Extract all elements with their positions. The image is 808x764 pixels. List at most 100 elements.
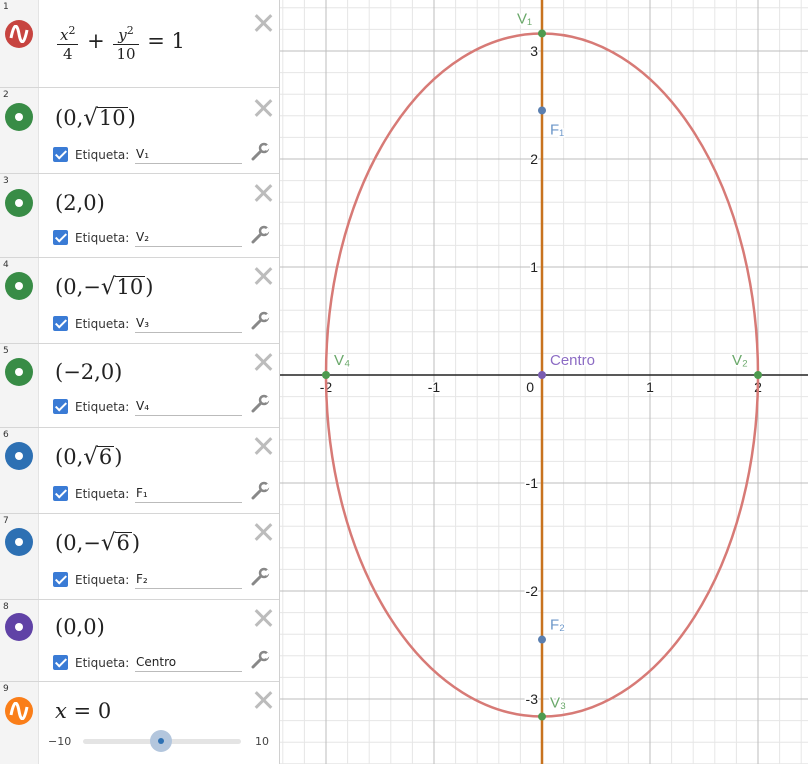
label-checkbox[interactable] [53, 655, 68, 670]
label-checkbox[interactable] [53, 147, 68, 162]
expression-row[interactable]: 4 (0,−√10) Etiqueta: V₃ [0, 258, 279, 344]
wrench-icon[interactable] [250, 311, 270, 331]
delete-icon[interactable] [253, 436, 273, 456]
label-checkbox[interactable] [53, 486, 68, 501]
point-label-centro: Centro [550, 352, 595, 369]
point-expression[interactable]: (0,−√6) [55, 530, 141, 556]
focus-point[interactable] [538, 106, 546, 115]
y-tick-label: -1 [526, 475, 539, 491]
delete-icon[interactable] [253, 183, 273, 203]
delete-icon[interactable] [253, 266, 273, 286]
row-gutter: 7 [0, 514, 39, 599]
grid-minor [280, 0, 808, 764]
row-gutter: 5 [0, 344, 39, 427]
label-input[interactable]: V₁ [135, 146, 242, 164]
delete-icon[interactable] [253, 522, 273, 542]
row-number: 3 [3, 176, 9, 186]
x-tick-label: 1 [646, 379, 654, 395]
expression-row[interactable]: 1 x2 4 + y2 10 = 1 [0, 0, 279, 88]
label-checkbox[interactable] [53, 316, 68, 331]
point-expression[interactable]: (2,0) [55, 191, 105, 215]
row-gutter: 6 [0, 428, 39, 513]
point-expression[interactable]: (0,√10) [55, 105, 136, 131]
label-caption: Etiqueta: [75, 317, 130, 331]
vertex-point[interactable] [538, 712, 546, 721]
point-label-f2: F₂ [550, 617, 565, 634]
point-label-v3: V₃ [550, 695, 566, 712]
wrench-icon[interactable] [250, 650, 270, 670]
row-gutter: 2 [0, 88, 39, 173]
point-color-icon[interactable] [5, 613, 33, 641]
expression-row[interactable]: 3 (2,0) Etiqueta: V₂ [0, 174, 279, 258]
function-color-icon[interactable] [5, 697, 33, 725]
label-input[interactable]: V₄ [135, 398, 242, 416]
center-point[interactable] [538, 371, 546, 379]
label-checkbox[interactable] [53, 399, 68, 414]
y-tick-label: -3 [526, 691, 539, 707]
label-input[interactable]: V₂ [135, 229, 242, 247]
label-input[interactable]: V₃ [135, 315, 242, 333]
wrench-icon[interactable] [250, 142, 270, 162]
slider-handle[interactable] [150, 730, 172, 752]
label-checkbox[interactable] [53, 230, 68, 245]
vertex-point[interactable] [322, 371, 330, 379]
row-number: 1 [3, 2, 9, 12]
point-expression[interactable]: (0,√6) [55, 444, 123, 470]
row-number: 6 [3, 430, 9, 440]
line-equation[interactable]: x = 0 [55, 699, 112, 723]
point-color-icon[interactable] [5, 358, 33, 386]
wrench-icon[interactable] [250, 481, 270, 501]
expression-row[interactable]: 2 (0,√10) Etiqueta: V₁ [0, 88, 279, 174]
slider-max[interactable]: 10 [255, 735, 269, 748]
focus-point[interactable] [538, 635, 546, 644]
delete-icon[interactable] [253, 13, 273, 33]
delete-icon[interactable] [253, 98, 273, 118]
point-label-v2: V₂ [732, 352, 748, 369]
point-color-icon[interactable] [5, 442, 33, 470]
row-number: 7 [3, 516, 9, 526]
point-color-icon[interactable] [5, 272, 33, 300]
row-gutter: 9 [0, 682, 39, 764]
label-caption: Etiqueta: [75, 573, 130, 587]
point-expression[interactable]: (0,−√10) [55, 274, 154, 300]
delete-icon[interactable] [253, 690, 273, 710]
y-tick-label: -2 [526, 583, 539, 599]
wrench-icon[interactable] [250, 225, 270, 245]
function-color-icon[interactable] [5, 20, 33, 48]
expression-row[interactable]: 5 (−2,0) Etiqueta: V₄ [0, 344, 279, 428]
delete-icon[interactable] [253, 352, 273, 372]
label-input[interactable]: F₁ [135, 485, 242, 503]
point-color-icon[interactable] [5, 103, 33, 131]
expression-row[interactable]: 9 x = 0 −10 10 [0, 682, 279, 764]
point-expression[interactable]: (−2,0) [55, 360, 123, 384]
wrench-icon[interactable] [250, 567, 270, 587]
graph-canvas[interactable]: -2 -1 0 1 2 1 2 3 -1 -2 -3 V₁ V₂ V₃ V₄ F… [280, 0, 808, 764]
row-number: 2 [3, 90, 9, 100]
points [322, 29, 762, 721]
vertex-point[interactable] [538, 29, 546, 38]
label-input[interactable]: F₂ [135, 571, 242, 589]
delete-icon[interactable] [253, 608, 273, 628]
expression-row[interactable]: 7 (0,−√6) Etiqueta: F₂ [0, 514, 279, 600]
row-gutter: 4 [0, 258, 39, 343]
row-gutter: 3 [0, 174, 39, 257]
point-label-f1: F₁ [550, 121, 564, 138]
label-checkbox[interactable] [53, 572, 68, 587]
expression-row[interactable]: 8 (0,0) Etiqueta: Centro [0, 600, 279, 682]
ellipse-equation[interactable]: x2 4 + y2 10 = 1 [55, 22, 185, 63]
expression-row[interactable]: 6 (0,√6) Etiqueta: F₁ [0, 428, 279, 514]
row-number: 4 [3, 260, 9, 270]
point-color-icon[interactable] [5, 189, 33, 217]
label-input[interactable]: Centro [135, 654, 242, 672]
y-tick-label: 1 [530, 259, 538, 275]
slider-min[interactable]: −10 [48, 735, 72, 748]
vertex-point[interactable] [754, 371, 762, 379]
point-color-icon[interactable] [5, 528, 33, 556]
y-tick-label: 3 [530, 43, 538, 59]
row-number: 5 [3, 346, 9, 356]
row-number: 8 [3, 602, 9, 612]
grid-major [280, 0, 808, 764]
wrench-icon[interactable] [250, 394, 270, 414]
point-labels: V₁ V₂ V₃ V₄ F₁ F₂ Centro [333, 9, 750, 713]
point-expression[interactable]: (0,0) [55, 615, 105, 639]
